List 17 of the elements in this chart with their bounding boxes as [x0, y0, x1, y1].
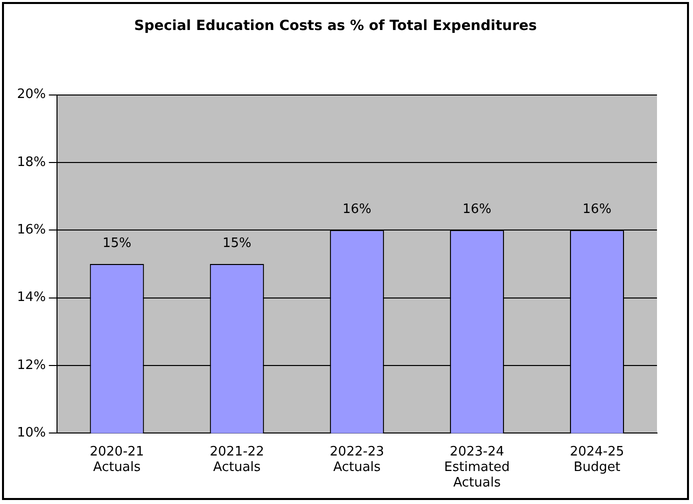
data-label: 15%: [222, 236, 252, 251]
y-tick-label: 10%: [16, 426, 46, 441]
x-tick-label: 2022-23 Actuals: [330, 444, 384, 475]
y-tick-label: 14%: [16, 290, 46, 306]
chart-title: Special Education Costs as % of Total Expenditures: [134, 18, 537, 34]
y-tick-label: 16%: [16, 222, 46, 238]
data-label: 16%: [582, 202, 612, 218]
y-tick-label: 18%: [16, 154, 46, 170]
data-label: 15%: [102, 236, 132, 251]
x-tick-label: 2021-22 Actuals: [210, 444, 264, 475]
y-tick-label: 20%: [16, 87, 46, 102]
data-label: 16%: [342, 202, 372, 218]
x-tick-label: 2023-24 Estimated Actuals: [444, 444, 510, 491]
data-label: 16%: [462, 202, 492, 218]
y-tick-label: 12%: [16, 358, 46, 373]
x-tick-label: 2024-25 Budget: [570, 444, 624, 475]
x-tick-label: 2020-21 Actuals: [90, 444, 144, 475]
